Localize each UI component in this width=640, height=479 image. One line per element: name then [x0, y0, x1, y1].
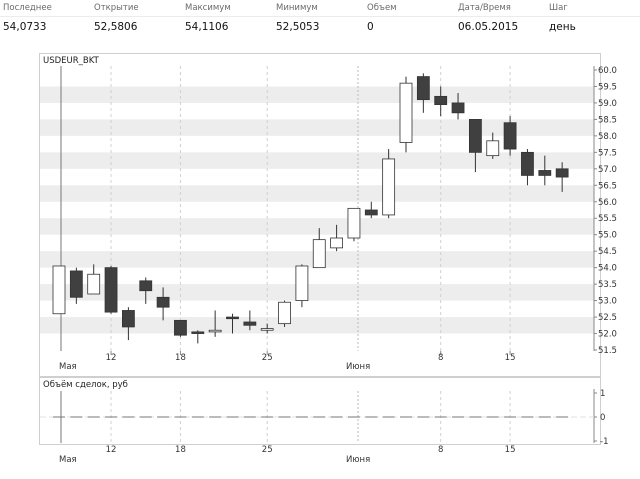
value-open: 52,5806: [94, 21, 138, 33]
volume-x-axis-label: 18: [175, 445, 186, 455]
header-volume: Объем: [367, 3, 397, 13]
volume-axis-label: -1: [600, 437, 608, 447]
volume-chart-panel[interactable]: Объём сделок, руб: [39, 377, 601, 445]
header-low: Минимум: [276, 3, 318, 13]
value-datetime: 06.05.2015: [458, 21, 519, 33]
header-separator: [0, 16, 640, 17]
volume-month-label: Мая: [59, 455, 77, 465]
header-datetime: Дата/Время: [458, 3, 511, 13]
volume-x-axis-label: 8: [438, 445, 443, 455]
price-chart-title: USDEUR_BKT: [43, 56, 99, 66]
volume-x-axis-label: 12: [106, 445, 117, 455]
volume-x-axis-label: 15: [505, 445, 516, 455]
header-step: Шаг: [549, 3, 568, 13]
volume-chart-title: Объём сделок, руб: [43, 380, 128, 390]
value-last: 54,0733: [3, 21, 47, 33]
value-step: день: [549, 21, 576, 33]
header-last: Последнее: [3, 3, 52, 13]
volume-x-axis-label: 25: [262, 445, 273, 455]
volume-month-label: Июня: [346, 455, 370, 465]
value-volume: 0: [367, 21, 374, 33]
value-low: 52,5053: [276, 21, 320, 33]
value-high: 54,1106: [185, 21, 229, 33]
quote-summary: Последнее Открытие Максимум Минимум Объе…: [0, 0, 640, 40]
price-chart-panel[interactable]: USDEUR_BKT: [39, 53, 601, 377]
header-open: Открытие: [94, 3, 139, 13]
header-high: Максимум: [185, 3, 231, 13]
